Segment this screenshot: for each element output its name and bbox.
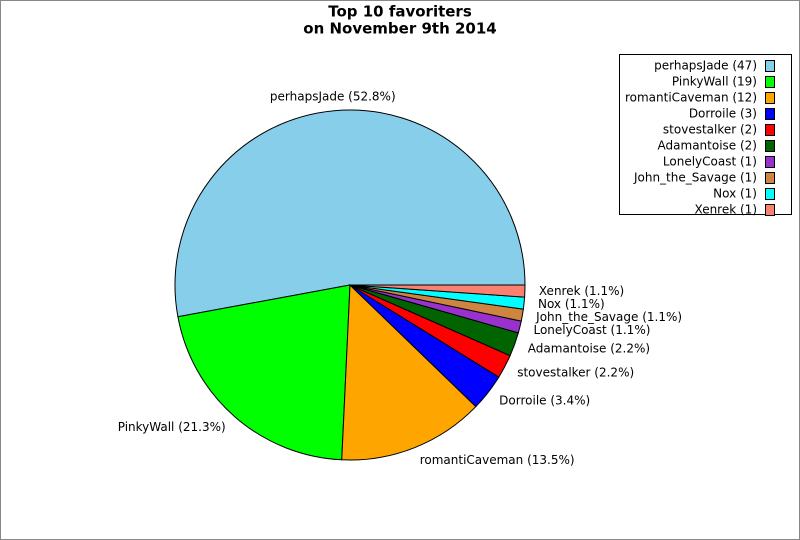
legend-label: PinkyWall (19) — [672, 75, 757, 89]
legend-swatch — [765, 188, 775, 200]
legend-swatch — [765, 108, 775, 120]
legend-label: Xenrek (1) — [695, 203, 757, 217]
legend-swatch — [765, 156, 775, 168]
legend-swatch — [765, 204, 775, 216]
legend-label: Adamantoise (2) — [658, 139, 757, 153]
legend-label: John_the_Savage (1) — [633, 171, 757, 185]
legend-label: romantiCaveman (12) — [625, 91, 757, 105]
slice-label: Dorroile (3.4%) — [499, 394, 590, 408]
legend-swatch — [765, 76, 775, 88]
slice-label: Adamantoise (2.2%) — [528, 342, 650, 356]
slice-label: John_the_Savage (1.1%) — [535, 310, 682, 324]
legend-swatch — [765, 60, 775, 72]
legend-box — [619, 54, 792, 215]
slice-label: PinkyWall (21.3%) — [118, 420, 226, 434]
legend-label: Nox (1) — [713, 187, 757, 201]
legend-swatch — [765, 124, 775, 136]
slice-label: Xenrek (1.1%) — [539, 284, 624, 298]
slice-label: stovestalker (2.2%) — [517, 366, 634, 380]
pie-slice — [341, 283, 477, 461]
legend-swatch — [765, 140, 775, 152]
slice-label: Nox (1.1%) — [538, 297, 605, 311]
legend-swatch — [765, 172, 775, 184]
legend-label: LonelyCoast (1) — [663, 155, 757, 169]
slice-label: romantiCaveman (13.5%) — [420, 453, 575, 467]
legend-label: perhapsJade (47) — [654, 59, 757, 73]
legend-label: Dorroile (3) — [689, 107, 757, 121]
pie-slice — [177, 284, 351, 461]
legend-label: stovestalker (2) — [663, 123, 757, 137]
slice-label: LonelyCoast (1.1%) — [533, 323, 650, 337]
legend-swatch — [765, 92, 775, 104]
pie-slice — [174, 109, 526, 318]
chart-title: Top 10 favoriters — [328, 3, 472, 21]
slice-label: perhapsJade (52.8%) — [270, 89, 396, 103]
chart-subtitle: on November 9th 2014 — [303, 20, 496, 38]
pie-slice — [349, 284, 526, 298]
